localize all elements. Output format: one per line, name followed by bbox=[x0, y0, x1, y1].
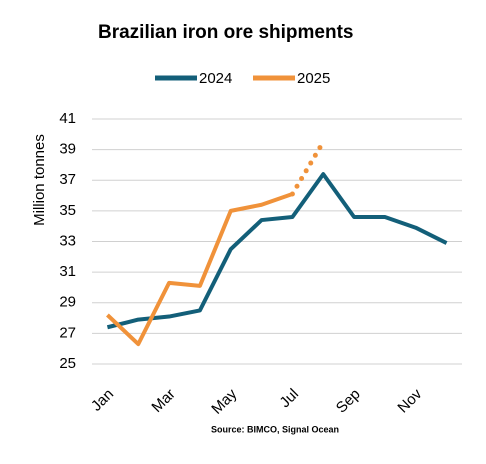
chart-title: Brazilian iron ore shipments bbox=[98, 22, 354, 43]
legend-label: 2024 bbox=[199, 70, 232, 87]
y-tick-label: 35 bbox=[59, 202, 76, 219]
y-tick-label: 33 bbox=[59, 232, 76, 249]
y-tick-label: 25 bbox=[59, 355, 76, 372]
y-tick-label: 29 bbox=[59, 294, 76, 311]
series-line bbox=[106, 172, 448, 330]
y-tick-label: 27 bbox=[59, 324, 76, 341]
series-dotted bbox=[289, 139, 326, 197]
x-tick-label: Jul bbox=[276, 386, 302, 412]
legend-label: 2025 bbox=[297, 70, 330, 87]
y-tick-label: 39 bbox=[59, 141, 76, 158]
x-tick-label: Nov bbox=[394, 385, 425, 416]
x-tick-label: May bbox=[208, 385, 240, 417]
y-tick-label: 41 bbox=[59, 110, 76, 127]
x-tick-label: Mar bbox=[148, 386, 178, 416]
x-tick-label: Jan bbox=[88, 386, 117, 415]
source: Source: BIMCO, Signal Ocean bbox=[211, 424, 339, 434]
y-tick-label: 31 bbox=[59, 263, 76, 280]
series-line bbox=[106, 192, 294, 347]
x-tick-label: Sep bbox=[333, 386, 364, 417]
y-tick-label: 37 bbox=[59, 171, 76, 188]
y-axis-label: Million tonnes bbox=[31, 134, 48, 226]
